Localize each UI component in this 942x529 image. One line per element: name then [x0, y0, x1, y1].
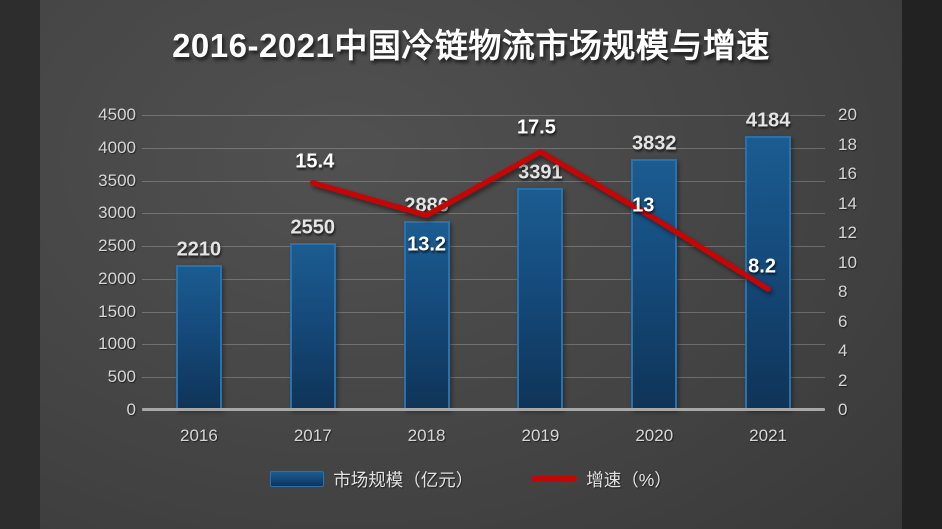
- line-value-label: 15.4: [295, 150, 335, 173]
- y-axis-left-label: 0: [126, 400, 136, 419]
- y-axis-left-label: 1500: [98, 301, 136, 321]
- chart-title: 2016-2021中国冷链物流市场规模与增速: [172, 27, 770, 64]
- y-axis-right-label: 14: [838, 193, 857, 213]
- bar-2019: [517, 187, 564, 410]
- line-value-label: 8.2: [748, 255, 776, 278]
- x-axis-label: 2018: [407, 426, 446, 445]
- x-axis-label: 2019: [521, 426, 560, 445]
- bar-value-label: 3391: [518, 161, 563, 184]
- gridline: [142, 311, 825, 313]
- bar-value-label: 3832: [632, 132, 677, 155]
- y-axis-right-label: 6: [838, 311, 848, 331]
- growth-line: [310, 149, 771, 292]
- x-axis-label: 2017: [293, 426, 332, 445]
- bar-2018: [403, 220, 450, 410]
- y-axis-left-label: 4500: [98, 105, 136, 124]
- y-axis-right-label: 2: [838, 370, 848, 390]
- y-axis-right-label: 8: [838, 282, 848, 301]
- line-value-label: 17.5: [516, 116, 556, 139]
- y-axis-right-label: 10: [838, 252, 857, 272]
- y-axis-right-label: 18: [838, 134, 857, 154]
- bar-series-swatch: [270, 471, 325, 487]
- bar-2017: [289, 242, 336, 410]
- y-axis-left-label: 1000: [98, 334, 136, 354]
- line-series-swatch: [531, 476, 578, 482]
- legend-item-market-size: 市场规模（亿元）: [270, 467, 473, 492]
- legend-item-growth: 增速（%）: [531, 467, 672, 492]
- y-axis-right-label: 16: [838, 164, 857, 183]
- y-axis-left-label: 500: [107, 367, 136, 387]
- legend: 市场规模（亿元） 增速（%）: [40, 465, 902, 493]
- bar-2020: [631, 158, 678, 410]
- line-value-label: 13: [632, 194, 655, 217]
- y-axis-left-label: 2000: [98, 268, 136, 288]
- gridline: [142, 246, 825, 248]
- gridline: [142, 344, 825, 346]
- bar-value-label: 2210: [176, 238, 222, 261]
- bar-2016: [175, 265, 222, 410]
- y-axis-right-label: 12: [838, 223, 857, 242]
- gridline: [142, 278, 825, 280]
- x-axis-label: 2016: [179, 426, 218, 445]
- gridline: [142, 115, 825, 116]
- gridline: [142, 213, 825, 215]
- growth-line-path: [310, 149, 771, 292]
- legend-label-growth: 增速（%）: [586, 469, 672, 490]
- y-axis-right-label: 20: [838, 105, 857, 124]
- y-axis-left-label: 3500: [98, 170, 136, 190]
- gridline: [142, 377, 825, 379]
- x-axis-line: [142, 408, 825, 411]
- y-axis-left-label: 2500: [98, 236, 136, 256]
- y-axis-right-label: 0: [838, 400, 848, 419]
- gridline: [142, 147, 825, 149]
- x-axis-label: 2021: [749, 426, 787, 445]
- legend-label-market-size: 市场规模（亿元）: [333, 469, 474, 490]
- y-axis-left-label: 3000: [98, 203, 136, 223]
- y-axis-right-label: 4: [838, 341, 848, 360]
- x-axis-label: 2020: [635, 426, 674, 445]
- bar-value-label: 2550: [290, 216, 336, 239]
- line-value-label: 13.2: [407, 233, 447, 256]
- bar-value-label: 4184: [745, 109, 791, 132]
- y-axis-left-label: 4000: [98, 137, 136, 157]
